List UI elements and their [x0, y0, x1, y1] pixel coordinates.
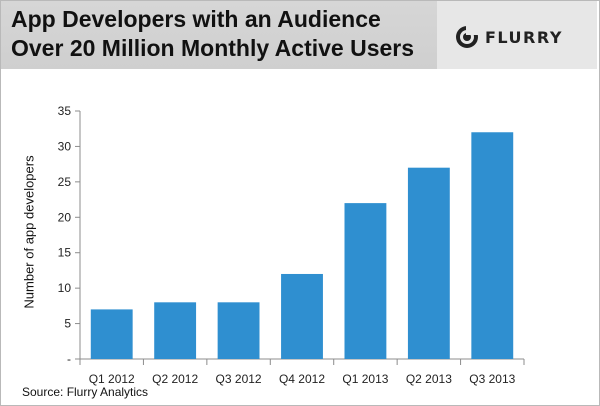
y-tick-label: 5	[64, 317, 71, 331]
flurry-logo-icon	[456, 26, 479, 48]
x-tick-label: Q3 2012	[216, 372, 262, 386]
chart-title: App Developers with an Audience Over 20 …	[11, 5, 431, 63]
source-note: Source: Flurry Analytics	[22, 385, 149, 399]
y-tick-label: -	[67, 352, 71, 366]
bar	[281, 273, 323, 359]
flurry-logo: FLURRY	[455, 22, 585, 52]
chart-title-line2: Over 20 Million Monthly Active Users	[11, 35, 415, 61]
bar	[407, 167, 450, 359]
y-tick-label: 20	[58, 210, 72, 224]
x-tick-label: Q3 2013	[469, 372, 515, 386]
flurry-logo-text: FLURRY	[485, 27, 563, 47]
bar	[471, 132, 514, 359]
bar	[154, 302, 197, 359]
y-tick-label: 10	[58, 281, 72, 295]
x-tick-label: Q4 2012	[279, 372, 325, 386]
x-tick-label: Q1 2012	[89, 372, 135, 386]
bar	[217, 302, 260, 359]
x-tick-label: Q2 2012	[152, 372, 198, 386]
x-tick-label: Q2 2013	[406, 372, 452, 386]
x-tick-label: Q1 2013	[342, 372, 388, 386]
chart-title-line1: App Developers with an Audience	[11, 6, 381, 32]
title-box: App Developers with an Audience Over 20 …	[1, 1, 437, 69]
y-tick-label: 15	[58, 246, 72, 260]
bar	[344, 203, 387, 359]
bar	[90, 309, 133, 359]
y-tick-label: 35	[58, 104, 72, 118]
y-tick-label: 25	[58, 175, 72, 189]
y-tick-label: 30	[58, 139, 72, 153]
